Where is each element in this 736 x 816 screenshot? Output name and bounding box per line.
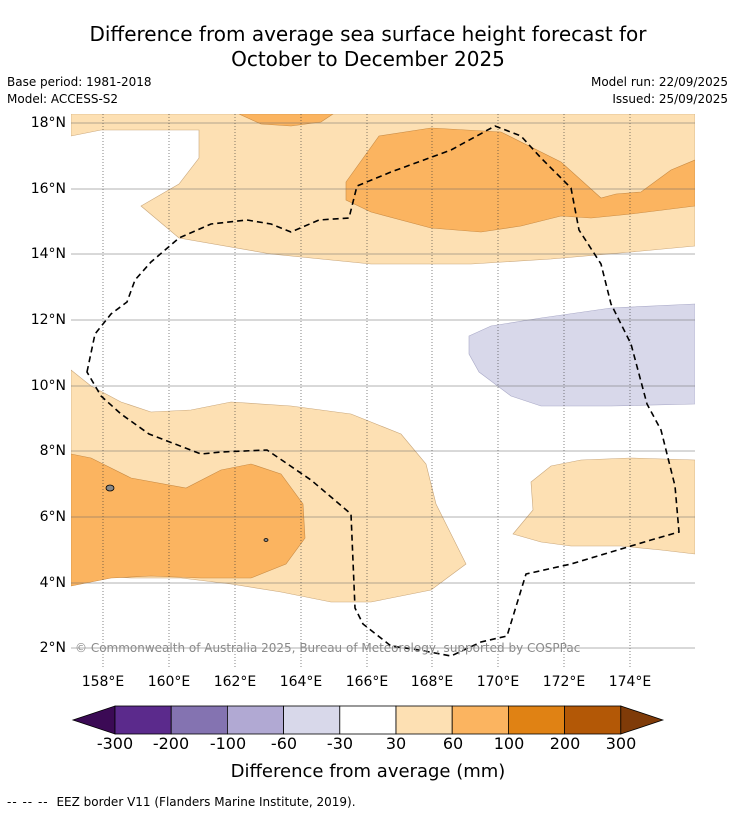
lon-label-168e: 168°E — [410, 674, 454, 690]
colorbar-tick: 30 — [385, 734, 407, 753]
lat-label-14n: 14°N — [30, 246, 66, 262]
lat-label-18n: 18°N — [30, 115, 66, 131]
lat-label-4n: 4°N — [39, 575, 66, 591]
lon-label-162e: 162°E — [213, 674, 257, 690]
colorbar-segment — [226, 705, 284, 735]
lon-label-170e: 170°E — [476, 674, 520, 690]
lat-label-10n: 10°N — [30, 378, 66, 394]
eez-border — [86, 125, 680, 657]
colorbar-tick: 60 — [442, 734, 464, 753]
map-area[interactable]: © Commonwealth of Australia 2025, Bureau… — [71, 114, 695, 669]
southwest-band-60-100 — [71, 453, 306, 587]
east-blue-region — [468, 303, 695, 407]
colorbar-segment — [339, 705, 397, 735]
lon-label-160e: 160°E — [147, 674, 191, 690]
island — [105, 484, 115, 492]
colorbar-tick: -300 — [96, 734, 134, 753]
colorbar-arrow-high — [620, 705, 665, 735]
colorbar-tick: 100 — [493, 734, 525, 753]
lon-label-164e: 164°E — [279, 674, 323, 690]
model-name: Model: ACCESS-S2 — [7, 92, 119, 106]
colorbar-tick: -200 — [152, 734, 190, 753]
north-band-60-100 — [345, 127, 695, 233]
colorbar-tick: -60 — [270, 734, 298, 753]
eez-legend-symbol: -- -- -- — [7, 795, 49, 809]
colorbar-segment — [114, 705, 172, 735]
map-svg — [71, 114, 695, 669]
meta-left: Base period: 1981-2018 Model: ACCESS-S2 — [7, 74, 152, 108]
colorbar-segment — [507, 705, 565, 735]
lat-label-8n: 8°N — [39, 443, 66, 459]
title-line-1: Difference from average sea surface heig… — [89, 22, 647, 46]
colorbar — [71, 705, 665, 735]
southeast-band-30-60 — [512, 457, 695, 555]
colorbar-tick: 300 — [605, 734, 637, 753]
lon-label-158e: 158°E — [81, 674, 125, 690]
map-title: Difference from average sea surface heig… — [0, 22, 736, 72]
colorbar-segment — [395, 705, 453, 735]
lat-label-12n: 12°N — [30, 312, 66, 328]
eez-legend: -- -- -- EEZ border V11 (Flanders Marine… — [7, 795, 356, 809]
colorbar-segment — [283, 705, 341, 735]
lat-label-2n: 2°N — [39, 640, 66, 656]
colorbar-segment — [170, 705, 228, 735]
eez-legend-text: EEZ border V11 (Flanders Marine Institut… — [56, 795, 356, 809]
model-run: Model run: 22/09/2025 — [590, 75, 728, 89]
lon-label-172e: 172°E — [542, 674, 586, 690]
issued-date: Issued: 25/09/2025 — [612, 92, 728, 106]
lat-label-16n: 16°N — [30, 181, 66, 197]
colorbar-tick: -100 — [209, 734, 247, 753]
lon-label-174e: 174°E — [608, 674, 652, 690]
gridlines — [102, 114, 631, 669]
copyright-text: © Commonwealth of Australia 2025, Bureau… — [75, 641, 581, 655]
colorbar-arrow-low — [71, 705, 116, 735]
lat-label-6n: 6°N — [39, 509, 66, 525]
title-line-2: October to December 2025 — [231, 47, 505, 71]
colorbar-tick: 200 — [549, 734, 581, 753]
colorbar-tick: -30 — [326, 734, 354, 753]
colorbar-title: Difference from average (mm) — [230, 761, 506, 782]
island — [263, 538, 269, 542]
lat-gridlines — [71, 122, 695, 649]
colorbar-segment — [451, 705, 509, 735]
lon-label-166e: 166°E — [345, 674, 389, 690]
colorbar-segment — [564, 705, 622, 735]
meta-right: Model run: 22/09/2025 Issued: 25/09/2025 — [591, 74, 728, 108]
base-period: Base period: 1981-2018 — [7, 75, 152, 89]
